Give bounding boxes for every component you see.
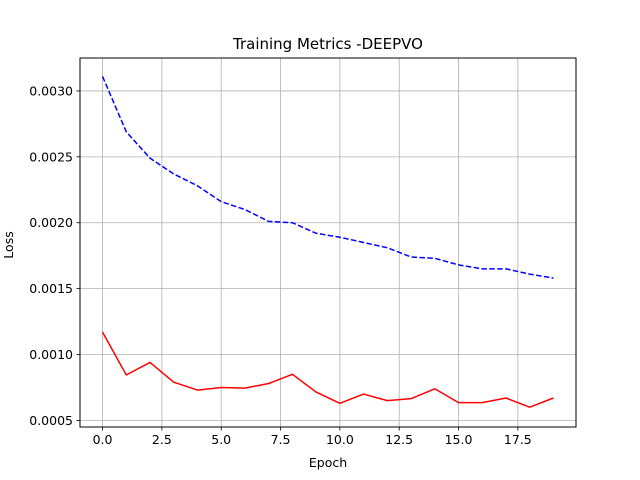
plot-frame bbox=[79, 57, 577, 428]
y-tick-label: 0.0030 bbox=[29, 83, 73, 98]
x-tick-label: 5.0 bbox=[211, 432, 231, 447]
x-axis: 0.0 2.5 5.0 7.5 10.0 12.5 15.0 17.5 bbox=[93, 427, 532, 447]
y-tick-label: 0.0010 bbox=[29, 347, 73, 362]
y-tick-label: 0.0025 bbox=[29, 149, 73, 164]
x-tick-label: 10.0 bbox=[326, 432, 354, 447]
y-tick-label: 0.0020 bbox=[29, 215, 73, 230]
x-tick-label: 2.5 bbox=[152, 432, 172, 447]
x-tick-label: 15.0 bbox=[445, 432, 473, 447]
x-axis-label: Epoch bbox=[309, 455, 347, 470]
x-tick-label: 7.5 bbox=[271, 432, 291, 447]
grid-lines bbox=[80, 58, 576, 427]
x-tick-label: 17.5 bbox=[504, 432, 532, 447]
x-tick-label: 12.5 bbox=[385, 432, 413, 447]
y-tick-label: 0.0005 bbox=[29, 413, 73, 428]
series-line-1 bbox=[101, 76, 554, 279]
y-axis: 0.0005 0.0010 0.0015 0.0020 0.0025 0.0030 bbox=[29, 83, 80, 428]
x-tick-label: 0.0 bbox=[93, 432, 113, 447]
y-axis-label: Loss bbox=[1, 231, 16, 258]
y-tick-label: 0.0015 bbox=[29, 281, 73, 296]
series-lines bbox=[101, 76, 554, 408]
chart-title: Training Metrics -DEEPVO bbox=[232, 35, 423, 53]
series-line-2 bbox=[101, 331, 554, 408]
